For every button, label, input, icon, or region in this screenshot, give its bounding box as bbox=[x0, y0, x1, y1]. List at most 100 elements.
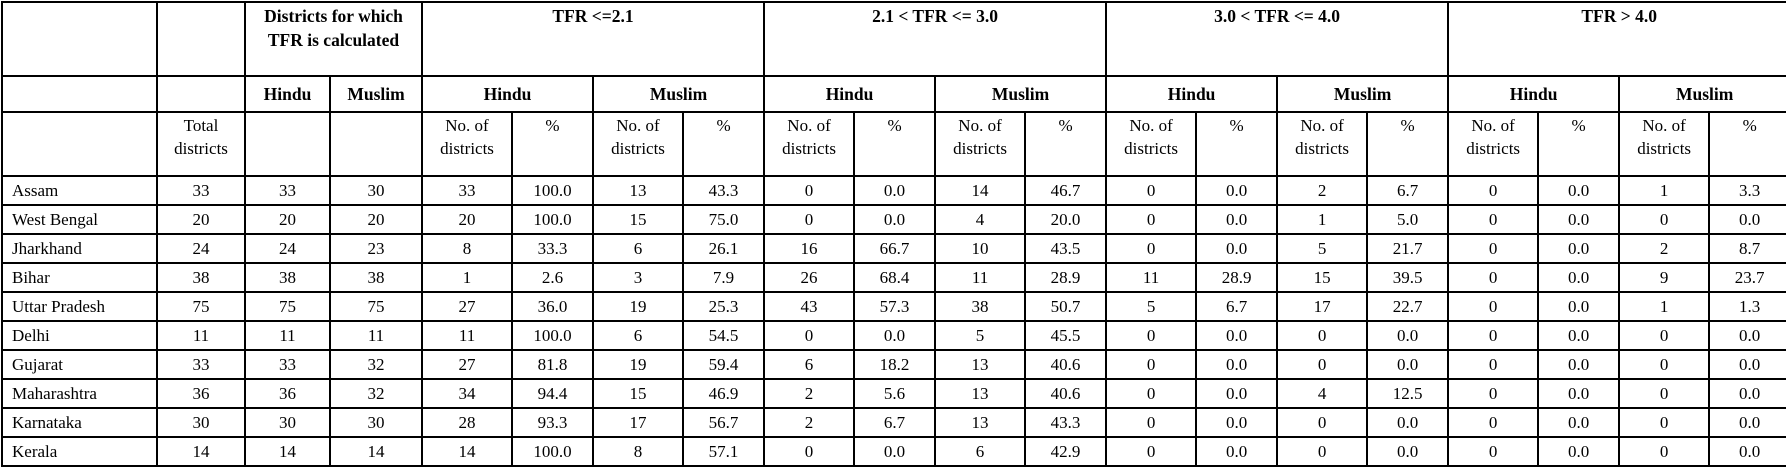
value-cell: 14 bbox=[156, 436, 246, 467]
value-cell: 33 bbox=[156, 349, 246, 380]
value-cell: 0.0 bbox=[1195, 407, 1279, 438]
value-cell: 4 bbox=[934, 204, 1027, 235]
table-header: Districts for which TFR is calculated TF… bbox=[1, 1, 1786, 177]
value-cell: 11 bbox=[421, 320, 514, 351]
value-cell: 33 bbox=[244, 175, 331, 206]
value-cell: 27 bbox=[421, 349, 514, 380]
value-cell: 3 bbox=[592, 262, 685, 293]
measure-header-no-of-districts: No. of districts bbox=[592, 111, 685, 177]
value-cell: 100.0 bbox=[511, 175, 595, 206]
value-cell: 23.7 bbox=[1708, 262, 1786, 293]
value-cell: 0.0 bbox=[1366, 407, 1450, 438]
value-cell: 1 bbox=[1618, 175, 1711, 206]
value-cell: 0 bbox=[1618, 407, 1711, 438]
state-cell: Assam bbox=[1, 175, 158, 206]
measure-header-percent: % bbox=[1708, 111, 1786, 177]
measure-header-percent: % bbox=[682, 111, 766, 177]
value-cell: 33 bbox=[156, 175, 246, 206]
blank-cell bbox=[1, 75, 158, 113]
value-cell: 9 bbox=[1618, 262, 1711, 293]
value-cell: 50.7 bbox=[1024, 291, 1108, 322]
value-cell: 0.0 bbox=[1537, 233, 1621, 264]
value-cell: 0.0 bbox=[1537, 291, 1621, 322]
value-cell: 11 bbox=[244, 320, 331, 351]
value-cell: 43.5 bbox=[1024, 233, 1108, 264]
header-row-religion: Hindu Muslim Hindu Muslim Hindu Muslim H… bbox=[1, 75, 1786, 113]
value-cell: 33.3 bbox=[511, 233, 595, 264]
value-cell: 20 bbox=[328, 204, 424, 235]
value-cell: 6.7 bbox=[1195, 291, 1279, 322]
value-cell: 0.0 bbox=[1366, 349, 1450, 380]
value-cell: 6 bbox=[592, 233, 685, 264]
religion-header-hindu: Hindu bbox=[763, 75, 937, 113]
value-cell: 0.0 bbox=[1195, 378, 1279, 409]
value-cell: 2 bbox=[1618, 233, 1711, 264]
value-cell: 36.0 bbox=[511, 291, 595, 322]
value-cell: 5.6 bbox=[853, 378, 937, 409]
value-cell: 30 bbox=[328, 407, 424, 438]
value-cell: 0 bbox=[1618, 320, 1711, 351]
value-cell: 100.0 bbox=[511, 436, 595, 467]
group-header-tfr-2-1-to-3-0: 2.1 < TFR <= 3.0 bbox=[763, 1, 1108, 77]
value-cell: 0.0 bbox=[1537, 378, 1621, 409]
table-row: Karnataka 30 30 30 28 93.3 17 56.7 2 6.7 13 43.3 0 0.… bbox=[1, 407, 1786, 438]
value-cell: 24 bbox=[244, 233, 331, 264]
value-cell: 0 bbox=[1276, 349, 1369, 380]
value-cell: 38 bbox=[156, 262, 246, 293]
value-cell: 14 bbox=[244, 436, 331, 467]
value-cell: 75 bbox=[244, 291, 331, 322]
blank-cell bbox=[156, 1, 246, 77]
measure-header-percent: % bbox=[1195, 111, 1279, 177]
value-cell: 5.0 bbox=[1366, 204, 1450, 235]
value-cell: 38 bbox=[328, 262, 424, 293]
value-cell: 2 bbox=[763, 407, 856, 438]
blank-cell bbox=[1, 111, 158, 177]
table-row: Kerala 14 14 14 14 100.0 8 57.1 0 0.0 6 42.9 0 0.0 0 0.… bbox=[1, 436, 1786, 467]
value-cell: 21.7 bbox=[1366, 233, 1450, 264]
value-cell: 11 bbox=[328, 320, 424, 351]
value-cell: 0.0 bbox=[1537, 320, 1621, 351]
measure-header-percent: % bbox=[1024, 111, 1108, 177]
value-cell: 14 bbox=[934, 175, 1027, 206]
value-cell: 36 bbox=[156, 378, 246, 409]
value-cell: 68.4 bbox=[853, 262, 937, 293]
value-cell: 4 bbox=[1276, 378, 1369, 409]
value-cell: 30 bbox=[328, 175, 424, 206]
state-cell: Delhi bbox=[1, 320, 158, 351]
religion-header-hindu: Hindu bbox=[1105, 75, 1279, 113]
value-cell: 13 bbox=[592, 175, 685, 206]
value-cell: 11 bbox=[934, 262, 1027, 293]
value-cell: 1.3 bbox=[1708, 291, 1786, 322]
table-row: Assam 33 33 30 33 100.0 13 43.3 0 0.0 14 46.7 0 0.0 2 6… bbox=[1, 175, 1786, 206]
value-cell: 81.8 bbox=[511, 349, 595, 380]
value-cell: 66.7 bbox=[853, 233, 937, 264]
measure-header-percent: % bbox=[853, 111, 937, 177]
value-cell: 8 bbox=[592, 436, 685, 467]
value-cell: 33 bbox=[421, 175, 514, 206]
state-cell: Karnataka bbox=[1, 407, 158, 438]
value-cell: 36 bbox=[244, 378, 331, 409]
value-cell: 0 bbox=[763, 320, 856, 351]
religion-header-muslim: Muslim bbox=[1618, 75, 1786, 113]
value-cell: 0 bbox=[1276, 320, 1369, 351]
value-cell: 0 bbox=[1447, 262, 1540, 293]
state-cell: Uttar Pradesh bbox=[1, 291, 158, 322]
value-cell: 14 bbox=[328, 436, 424, 467]
value-cell: 0 bbox=[1618, 204, 1711, 235]
measure-header-total-districts: Total districts bbox=[156, 111, 246, 177]
value-cell: 12.5 bbox=[1366, 378, 1450, 409]
value-cell: 0 bbox=[1447, 320, 1540, 351]
value-cell: 19 bbox=[592, 291, 685, 322]
value-cell: 0.0 bbox=[1537, 349, 1621, 380]
value-cell: 17 bbox=[1276, 291, 1369, 322]
value-cell: 13 bbox=[934, 349, 1027, 380]
religion-header-hindu: Hindu bbox=[244, 75, 331, 113]
value-cell: 11 bbox=[1105, 262, 1198, 293]
value-cell: 19 bbox=[592, 349, 685, 380]
group-header-tfr-gt-4-0: TFR > 4.0 bbox=[1447, 1, 1786, 77]
value-cell: 0.0 bbox=[1195, 233, 1279, 264]
value-cell: 30 bbox=[244, 407, 331, 438]
value-cell: 45.5 bbox=[1024, 320, 1108, 351]
measure-header-percent: % bbox=[1366, 111, 1450, 177]
value-cell: 33 bbox=[244, 349, 331, 380]
